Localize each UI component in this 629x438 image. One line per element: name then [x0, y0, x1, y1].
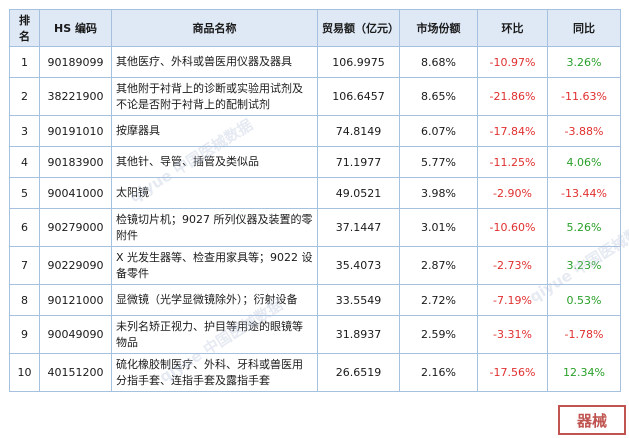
- trade-value-cell: 106.6457: [317, 77, 400, 116]
- table-header-row: 排名 HS 编码 商品名称 贸易额（亿元） 市场份额 环比 同比: [9, 9, 621, 47]
- trade-value-cell: 26.6519: [317, 353, 400, 392]
- product-name-cell: 检镜切片机；9027 所列仪器及装置的零附件: [111, 208, 318, 247]
- yoy-cell: 3.23%: [547, 246, 621, 285]
- header-rank: 排名: [9, 9, 40, 47]
- rank-cell: 6: [9, 208, 40, 247]
- table-row: 6 90279000 检镜切片机；9027 所列仪器及装置的零附件 37.1447 3.…: [9, 208, 621, 247]
- header-mom: 环比: [477, 9, 548, 47]
- rank-cell: 3: [9, 115, 40, 147]
- hs-code-cell: 90049090: [39, 315, 112, 354]
- yoy-cell: -1.78%: [547, 315, 621, 354]
- rank-cell: 1: [9, 46, 40, 78]
- product-name-cell: 其他针、导管、插管及类似品: [111, 146, 318, 178]
- market-share-cell: 3.01%: [399, 208, 478, 247]
- mom-cell: -21.86%: [477, 77, 548, 116]
- market-share-cell: 6.07%: [399, 115, 478, 147]
- trade-value-cell: 71.1977: [317, 146, 400, 178]
- header-product-name: 商品名称: [111, 9, 318, 47]
- table-row: 2 38221900 其他附于衬背上的诊断或实验用试剂及不论是否附于衬背上的配制试剂…: [9, 77, 621, 116]
- trade-value-cell: 37.1447: [317, 208, 400, 247]
- mom-cell: -10.60%: [477, 208, 548, 247]
- table-row: 1 90189099 其他医疗、外科或兽医用仪器及器具 106.9975 8.68% -1…: [9, 46, 621, 78]
- hs-code-cell: 90121000: [39, 284, 112, 316]
- hs-code-cell: 40151200: [39, 353, 112, 392]
- trade-value-cell: 74.8149: [317, 115, 400, 147]
- market-share-cell: 2.72%: [399, 284, 478, 316]
- product-name-cell: 其他医疗、外科或兽医用仪器及器具: [111, 46, 318, 78]
- header-market-share: 市场份额: [399, 9, 478, 47]
- mom-cell: -2.73%: [477, 246, 548, 285]
- mom-cell: -11.25%: [477, 146, 548, 178]
- product-name-cell: 太阳镜: [111, 177, 318, 209]
- product-name-cell: 其他附于衬背上的诊断或实验用试剂及不论是否附于衬背上的配制试剂: [111, 77, 318, 116]
- yoy-cell: -11.63%: [547, 77, 621, 116]
- yoy-cell: 3.26%: [547, 46, 621, 78]
- mom-cell: -10.97%: [477, 46, 548, 78]
- table-row: 8 90121000 显微镜（光学显微镜除外）；衍射设备 33.5549 2.72% -7…: [9, 284, 621, 316]
- product-name-cell: 未列名矫正视力、护目等用途的眼镜等物品: [111, 315, 318, 354]
- trade-value-cell: 33.5549: [317, 284, 400, 316]
- product-name-cell: X 光发生器等、检查用家具等；9022 设备零件: [111, 246, 318, 285]
- rank-cell: 5: [9, 177, 40, 209]
- table-row: 9 90049090 未列名矫正视力、护目等用途的眼镜等物品 31.8937 2.59%…: [9, 315, 621, 354]
- market-share-cell: 2.16%: [399, 353, 478, 392]
- rank-cell: 7: [9, 246, 40, 285]
- table-row: 7 90229090 X 光发生器等、检查用家具等；9022 设备零件 35.4073…: [9, 246, 621, 285]
- product-name-cell: 硫化橡胶制医疗、外科、牙科或兽医用分指手套、连指手套及露指手套: [111, 353, 318, 392]
- yoy-cell: 12.34%: [547, 353, 621, 392]
- header-trade-value: 贸易额（亿元）: [317, 9, 400, 47]
- yoy-cell: 0.53%: [547, 284, 621, 316]
- market-share-cell: 8.68%: [399, 46, 478, 78]
- mom-cell: -2.90%: [477, 177, 548, 209]
- table-row: 10 40151200 硫化橡胶制医疗、外科、牙科或兽医用分指手套、连指手套及露指手…: [9, 353, 621, 392]
- header-yoy: 同比: [547, 9, 621, 47]
- mom-cell: -17.84%: [477, 115, 548, 147]
- hs-code-cell: 90229090: [39, 246, 112, 285]
- yoy-cell: 4.06%: [547, 146, 621, 178]
- market-share-cell: 8.65%: [399, 77, 478, 116]
- hs-code-cell: 90191010: [39, 115, 112, 147]
- rank-cell: 2: [9, 77, 40, 116]
- market-share-cell: 5.77%: [399, 146, 478, 178]
- trade-value-cell: 49.0521: [317, 177, 400, 209]
- hs-code-cell: 90041000: [39, 177, 112, 209]
- seal-stamp: 器械: [558, 405, 626, 435]
- hs-code-cell: 90279000: [39, 208, 112, 247]
- market-share-cell: 2.87%: [399, 246, 478, 285]
- rank-cell: 4: [9, 146, 40, 178]
- table-row: 5 90041000 太阳镜 49.0521 3.98% -2.90% -13.44%: [9, 177, 621, 209]
- table-row: 4 90183900 其他针、导管、插管及类似品 71.1977 5.77% -11.25…: [9, 146, 621, 178]
- product-name-cell: 按摩器具: [111, 115, 318, 147]
- trade-value-cell: 106.9975: [317, 46, 400, 78]
- mom-cell: -17.56%: [477, 353, 548, 392]
- market-share-cell: 3.98%: [399, 177, 478, 209]
- trade-value-cell: 35.4073: [317, 246, 400, 285]
- header-hs-code: HS 编码: [39, 9, 112, 47]
- trade-value-cell: 31.8937: [317, 315, 400, 354]
- mom-cell: -7.19%: [477, 284, 548, 316]
- market-share-cell: 2.59%: [399, 315, 478, 354]
- hs-code-cell: 38221900: [39, 77, 112, 116]
- rank-cell: 9: [9, 315, 40, 354]
- yoy-cell: -3.88%: [547, 115, 621, 147]
- trade-table: 排名 HS 编码 商品名称 贸易额（亿元） 市场份额 环比 同比 1 901890…: [9, 9, 621, 392]
- table-row: 3 90191010 按摩器具 74.8149 6.07% -17.84% -3.88%: [9, 115, 621, 147]
- hs-code-cell: 90189099: [39, 46, 112, 78]
- hs-code-cell: 90183900: [39, 146, 112, 178]
- yoy-cell: 5.26%: [547, 208, 621, 247]
- mom-cell: -3.31%: [477, 315, 548, 354]
- yoy-cell: -13.44%: [547, 177, 621, 209]
- product-name-cell: 显微镜（光学显微镜除外）；衍射设备: [111, 284, 318, 316]
- rank-cell: 10: [9, 353, 40, 392]
- rank-cell: 8: [9, 284, 40, 316]
